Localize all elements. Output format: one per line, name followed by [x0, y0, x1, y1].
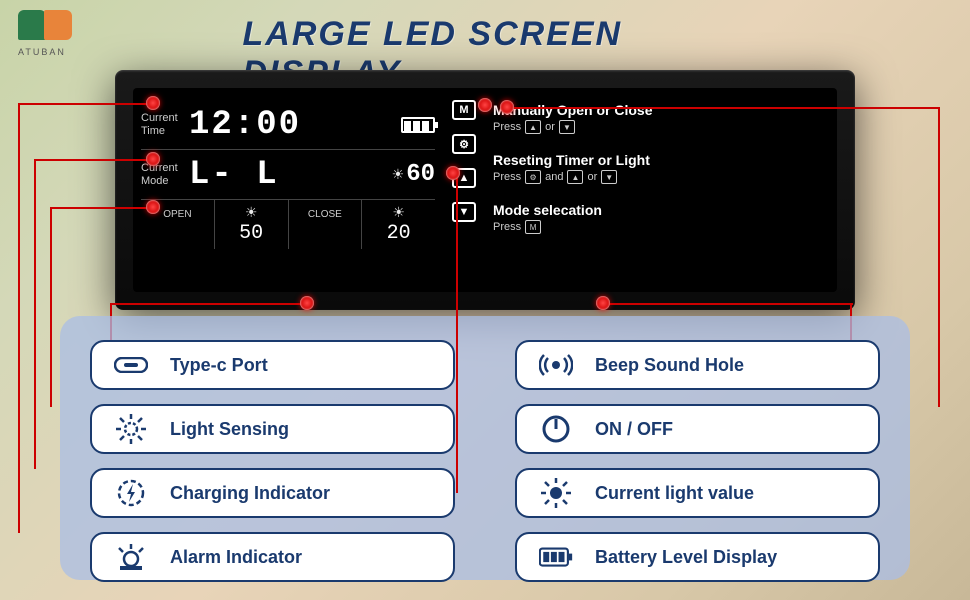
battery-icon [539, 540, 573, 574]
time-label: CurrentTime [141, 112, 189, 136]
power-icon [539, 412, 573, 446]
alarm-icon [114, 540, 148, 574]
time-value: 12:00 [189, 106, 301, 144]
feature-pill: ON / OFF [515, 404, 880, 454]
feature-label: Current light value [595, 483, 754, 504]
open-close-row: OPEN ☀ 50 CLOSE ☀ 20 [141, 200, 435, 249]
callout-line [50, 207, 52, 407]
close-label: CLOSE [308, 209, 342, 220]
callout-line [110, 303, 305, 305]
feature-pill: Type-c Port [90, 340, 455, 390]
callout-dot [146, 200, 160, 214]
charge-icon [114, 476, 148, 510]
callout-dot [146, 96, 160, 110]
features-panel: Type-c Port Beep Sound Hole Light Sensin… [60, 316, 910, 580]
sun-icon [539, 476, 573, 510]
callout-dot [446, 166, 460, 180]
brand-logo: ATUBAN [18, 10, 78, 60]
light-sense-icon [114, 412, 148, 446]
feature-pill: Battery Level Display [515, 532, 880, 582]
callout-line [18, 103, 20, 533]
callout-line [510, 107, 940, 109]
brand-text: ATUBAN [18, 47, 78, 57]
usb-icon [114, 348, 148, 382]
battery-icon [401, 117, 435, 133]
callout-line [34, 159, 36, 469]
sun-icon: ☀ [392, 166, 405, 183]
button-column: M ⚙ ▲ ▼ [443, 88, 485, 292]
callout-line [938, 107, 940, 407]
feature-pill: Light Sensing [90, 404, 455, 454]
feature-label: ON / OFF [595, 419, 673, 440]
feature-pill: Charging Indicator [90, 468, 455, 518]
feature-label: Alarm Indicator [170, 547, 302, 568]
feature-label: Battery Level Display [595, 547, 777, 568]
open-label: OPEN [163, 209, 191, 220]
callout-dot [146, 152, 160, 166]
callout-line [34, 159, 149, 161]
callout-line [50, 207, 150, 209]
callout-dot [478, 98, 492, 112]
mode-label: CurrentMode [141, 162, 189, 186]
feature-pill: Beep Sound Hole [515, 340, 880, 390]
beep-icon [539, 348, 573, 382]
callout-dot [300, 296, 314, 310]
light-value: 60 [406, 161, 435, 188]
feature-label: Light Sensing [170, 419, 289, 440]
instr-title: Reseting Timer or Light [493, 152, 829, 168]
instructions-panel: Manually Open or Close Press▲or▼ Resetin… [485, 88, 837, 292]
callout-line [603, 303, 853, 305]
feature-label: Charging Indicator [170, 483, 330, 504]
feature-label: Type-c Port [170, 355, 268, 376]
lcd-screen: CurrentTime 12:00 CurrentMode L- L ☀ 60 … [133, 88, 443, 292]
instr-title: Mode selecation [493, 202, 829, 218]
mode-value: L- L [189, 156, 279, 194]
callout-dot [596, 296, 610, 310]
callout-dot [500, 100, 514, 114]
callout-line [456, 173, 458, 493]
gear-button[interactable]: ⚙ [452, 134, 476, 154]
open-value: 50 [239, 222, 263, 245]
close-value: 20 [387, 222, 411, 245]
m-button[interactable]: M [452, 100, 476, 120]
feature-pill: Alarm Indicator [90, 532, 455, 582]
feature-pill: Current light value [515, 468, 880, 518]
callout-line [18, 103, 148, 105]
feature-label: Beep Sound Hole [595, 355, 744, 376]
